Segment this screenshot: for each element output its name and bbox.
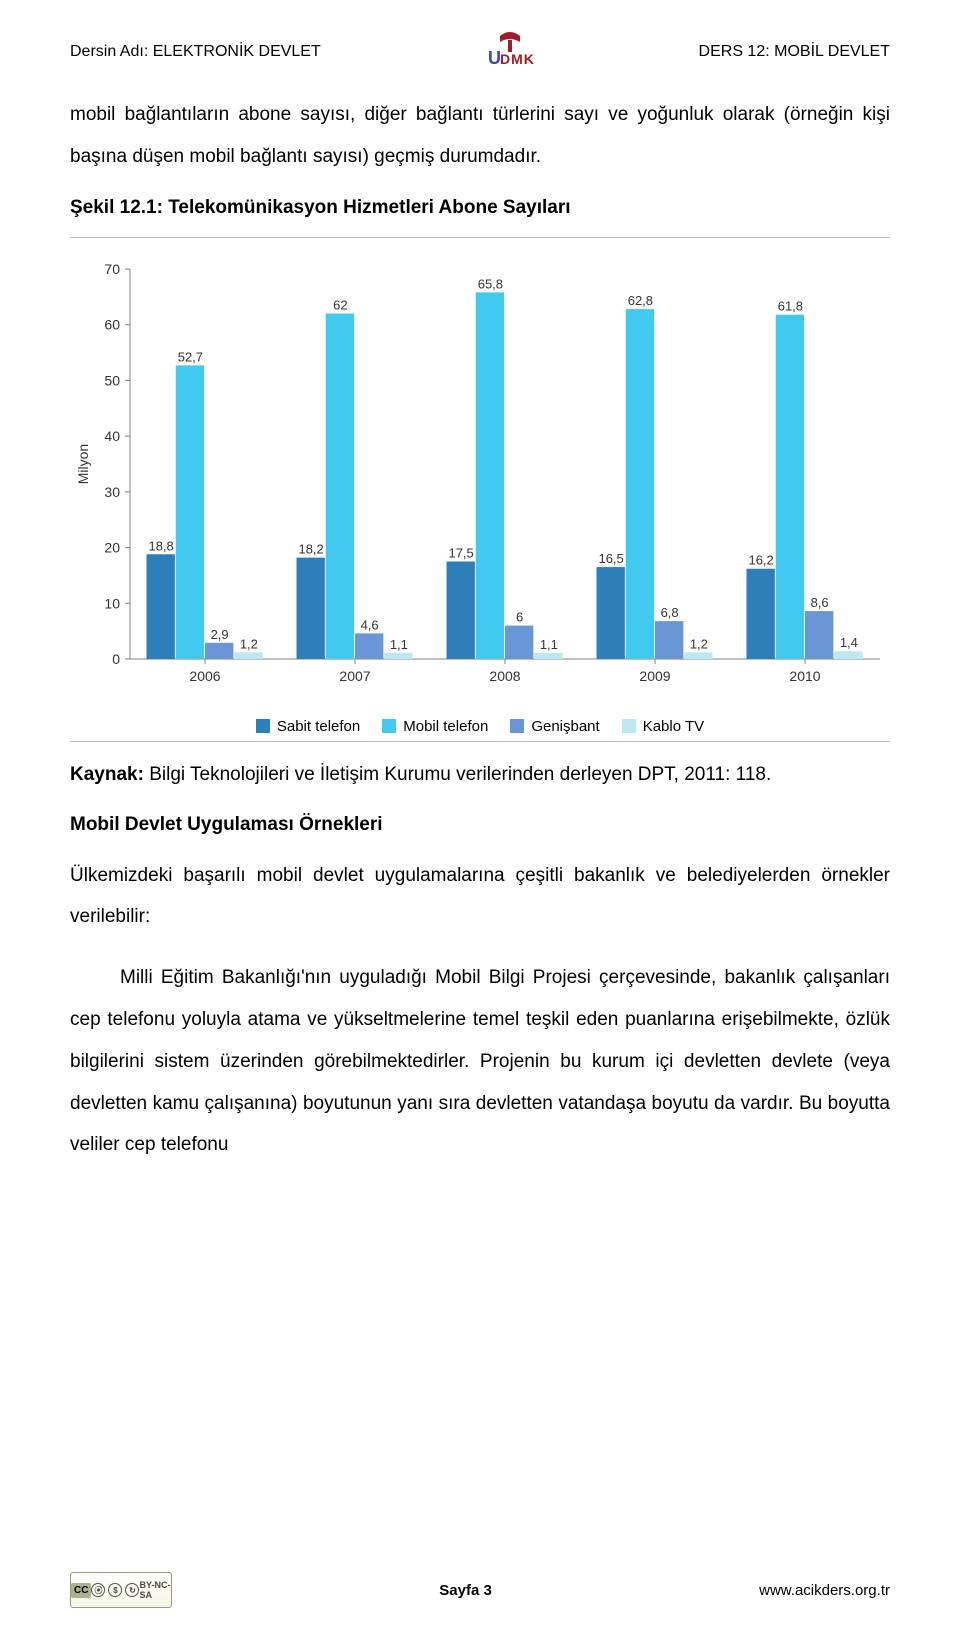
logo: U DMK xyxy=(478,30,542,74)
cc-text: BY-NC-SA xyxy=(139,1580,171,1600)
svg-text:2008: 2008 xyxy=(489,668,520,684)
section-heading: Mobil Devlet Uygulaması Örnekleri xyxy=(70,814,890,836)
svg-text:52,7: 52,7 xyxy=(178,349,203,364)
cc-by-icon: ⦿ xyxy=(91,1583,105,1597)
svg-text:2007: 2007 xyxy=(339,668,370,684)
svg-text:50: 50 xyxy=(104,372,120,388)
svg-text:8,6: 8,6 xyxy=(811,595,829,610)
svg-text:18,8: 18,8 xyxy=(148,538,173,553)
svg-text:2006: 2006 xyxy=(189,668,220,684)
legend-item: Mobil telefon xyxy=(382,718,488,735)
cc-badge: CC ⦿ $ ↻ BY-NC-SA xyxy=(70,1572,172,1608)
source-text: Bilgi Teknolojileri ve İletişim Kurumu v… xyxy=(144,764,771,785)
figure-caption: Şekil 12.1: Telekomünikasyon Hizmetleri … xyxy=(70,197,890,219)
svg-text:70: 70 xyxy=(104,261,120,277)
legend-swatch xyxy=(622,719,636,733)
legend-swatch xyxy=(256,719,270,733)
legend-item: Genişbant xyxy=(510,718,599,735)
legend-swatch xyxy=(382,719,396,733)
page-header: Dersin Adı: ELEKTRONİK DEVLET U DMK DERS… xyxy=(70,30,890,74)
svg-text:61,8: 61,8 xyxy=(778,298,803,313)
paragraph-2: Ülkemizdeki başarılı mobil devlet uygula… xyxy=(70,855,890,939)
legend-label: Mobil telefon xyxy=(403,718,488,735)
svg-text:1,4: 1,4 xyxy=(840,635,858,650)
svg-text:62,8: 62,8 xyxy=(628,293,653,308)
source-label: Kaynak: xyxy=(70,764,144,785)
legend-label: Sabit telefon xyxy=(277,718,360,735)
svg-text:18,2: 18,2 xyxy=(298,541,323,556)
svg-text:6,8: 6,8 xyxy=(661,605,679,620)
svg-text:16,2: 16,2 xyxy=(748,552,773,567)
svg-text:2010: 2010 xyxy=(789,668,820,684)
svg-text:40: 40 xyxy=(104,428,120,444)
legend-label: Kablo TV xyxy=(643,718,704,735)
logo-icon: U DMK xyxy=(478,30,542,74)
svg-text:DMK: DMK xyxy=(500,51,535,67)
svg-text:16,5: 16,5 xyxy=(598,551,623,566)
svg-text:4,6: 4,6 xyxy=(361,617,379,632)
svg-text:0: 0 xyxy=(112,651,120,667)
course-name: Dersin Adı: ELEKTRONİK DEVLET xyxy=(70,43,321,61)
cc-icons: ⦿ $ ↻ xyxy=(91,1583,139,1597)
legend-label: Genişbant xyxy=(531,718,599,735)
legend-swatch xyxy=(510,719,524,733)
legend-item: Kablo TV xyxy=(622,718,704,735)
svg-text:10: 10 xyxy=(104,595,120,611)
paragraph-3: Milli Eğitim Bakanlığı'nın uyguladığı Mo… xyxy=(70,957,890,1166)
cc-sa-icon: ↻ xyxy=(125,1583,139,1597)
svg-text:6: 6 xyxy=(516,609,523,624)
svg-text:1,1: 1,1 xyxy=(390,636,408,651)
svg-text:2,9: 2,9 xyxy=(211,626,229,641)
page-number: Sayfa 3 xyxy=(439,1582,492,1599)
svg-text:30: 30 xyxy=(104,483,120,499)
page-footer: CC ⦿ $ ↻ BY-NC-SA Sayfa 3 www.acikders.o… xyxy=(70,1572,890,1608)
cc-left: CC xyxy=(71,1583,91,1598)
svg-text:1,1: 1,1 xyxy=(540,636,558,651)
intro-paragraph: mobil bağlantıların abone sayısı, diğer … xyxy=(70,94,890,178)
svg-text:1,2: 1,2 xyxy=(240,636,258,651)
cc-nc-icon: $ xyxy=(108,1583,122,1597)
svg-text:20: 20 xyxy=(104,539,120,555)
legend-item: Sabit telefon xyxy=(256,718,360,735)
chart-container: 0 10 20 30 40 50 60 70 Milyon 18,8 52,7 2,9 1,2 2006 1… xyxy=(70,237,890,742)
svg-text:17,5: 17,5 xyxy=(448,545,473,560)
chart-legend: Sabit telefon Mobil telefon Genişbant Kablo… xyxy=(70,718,890,735)
svg-text:1,2: 1,2 xyxy=(690,636,708,651)
lesson-name: DERS 12: MOBİL DEVLET xyxy=(699,43,890,61)
svg-text:62: 62 xyxy=(333,297,347,312)
svg-text:Milyon: Milyon xyxy=(75,443,91,483)
svg-text:2009: 2009 xyxy=(639,668,670,684)
source-line: Kaynak: Bilgi Teknolojileri ve İletişim … xyxy=(70,764,890,786)
svg-text:60: 60 xyxy=(104,316,120,332)
bar-chart: 0 10 20 30 40 50 60 70 Milyon 18,8 52,7 2,9 1,2 2006 1… xyxy=(70,244,890,714)
page: Dersin Adı: ELEKTRONİK DEVLET U DMK DERS… xyxy=(0,0,960,1638)
svg-text:65,8: 65,8 xyxy=(478,276,503,291)
site-link: www.acikders.org.tr xyxy=(759,1582,890,1599)
